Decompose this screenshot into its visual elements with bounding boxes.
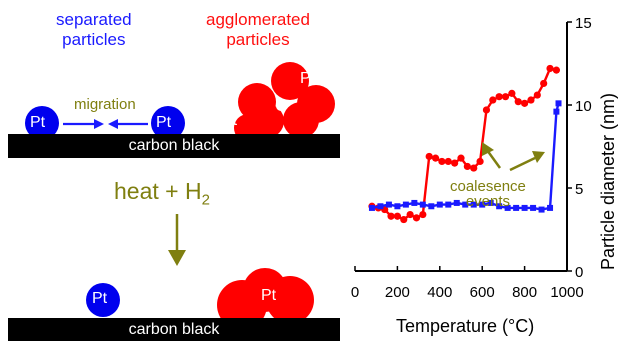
data-point — [476, 157, 484, 166]
annotation-arrowhead-1 — [482, 142, 494, 156]
data-point — [555, 100, 562, 107]
data-point — [406, 210, 414, 219]
data-point — [533, 91, 541, 99]
data-point — [538, 206, 545, 213]
data-point — [438, 157, 446, 166]
data-point — [419, 210, 427, 219]
y-tick-label: 0 — [575, 264, 583, 281]
carbon-black-support-top: carbon black — [8, 134, 340, 158]
data-point — [495, 93, 503, 101]
data-point — [521, 204, 528, 211]
diagram-graphics — [25, 62, 335, 330]
data-point — [501, 93, 510, 101]
data-point — [547, 204, 554, 211]
pt-label-2: Pt — [156, 114, 172, 131]
data-point — [400, 215, 408, 224]
data-point — [513, 204, 520, 211]
process-label: heat + H2 — [114, 178, 210, 209]
x-tick-label: 200 — [385, 284, 410, 301]
pt-label-1: Pt — [30, 114, 46, 131]
data-point — [470, 164, 478, 172]
data-point — [393, 212, 401, 220]
data-point — [453, 199, 460, 206]
data-point — [553, 108, 560, 115]
data-point — [411, 199, 418, 206]
y-tick-label: 5 — [575, 181, 583, 198]
pt-label-4: Pt — [222, 112, 238, 129]
pt-label-5: Pt — [92, 290, 108, 307]
annotation-arrow-1 — [485, 149, 502, 169]
data-point — [444, 157, 452, 166]
data-point — [412, 214, 421, 222]
data-point — [508, 89, 516, 97]
data-point — [419, 201, 426, 208]
x-tick-label: 400 — [427, 284, 452, 301]
data-point — [521, 99, 529, 107]
data-point — [487, 199, 494, 206]
data-point — [394, 203, 401, 210]
data-point — [489, 96, 497, 104]
data-point — [402, 201, 409, 208]
data-point — [552, 66, 561, 74]
pt-particle-right-top — [151, 106, 185, 140]
data-point — [436, 201, 443, 208]
data-point — [428, 203, 435, 210]
data-point — [463, 162, 471, 171]
x-tick-label: 0 — [351, 284, 359, 301]
x-tick-label: 1000 — [550, 284, 583, 301]
data-point — [479, 201, 486, 208]
data-point — [530, 204, 537, 211]
data-point — [368, 204, 375, 211]
x-axis-label: Temperature (°C) — [396, 316, 535, 336]
data-point — [431, 154, 440, 162]
pt-label-6: Pt — [261, 287, 277, 304]
data-point — [496, 203, 503, 210]
carbon-black-support-bottom: carbon black — [8, 318, 340, 341]
pt-particle-left-top — [25, 106, 59, 140]
x-tick-label: 600 — [470, 284, 495, 301]
data-point — [540, 79, 548, 88]
y-tick-label: 15 — [575, 15, 592, 32]
coalescence-annotation: coalesence events — [450, 178, 526, 210]
migration-label: migration — [74, 96, 136, 113]
data-point — [482, 106, 491, 114]
separated-particles-label: separated particles — [56, 10, 132, 49]
data-point — [462, 201, 469, 208]
data-point — [514, 98, 522, 106]
data-point — [527, 96, 535, 104]
data-point — [385, 201, 392, 208]
y-axis-label: Particle diameter (nm) — [598, 92, 618, 270]
y-tick-label: 10 — [575, 98, 592, 115]
data-point — [377, 203, 384, 210]
data-point — [445, 201, 452, 208]
data-point — [457, 154, 465, 162]
data-point — [546, 64, 554, 73]
data-point — [451, 159, 459, 167]
data-point — [470, 201, 477, 208]
annotation-arrow-2 — [509, 156, 536, 172]
data-point — [504, 204, 511, 211]
pt-particle-bottom — [86, 283, 120, 317]
pt-label-3: Pt — [300, 70, 316, 87]
data-point — [387, 212, 395, 220]
data-point — [425, 152, 433, 161]
pt-agglomerate-bottom — [217, 268, 314, 330]
annotation-arrowhead-2 — [532, 151, 545, 163]
agglomerated-particles-label: agglomerated particles — [206, 10, 310, 49]
x-tick-label: 800 — [512, 284, 537, 301]
